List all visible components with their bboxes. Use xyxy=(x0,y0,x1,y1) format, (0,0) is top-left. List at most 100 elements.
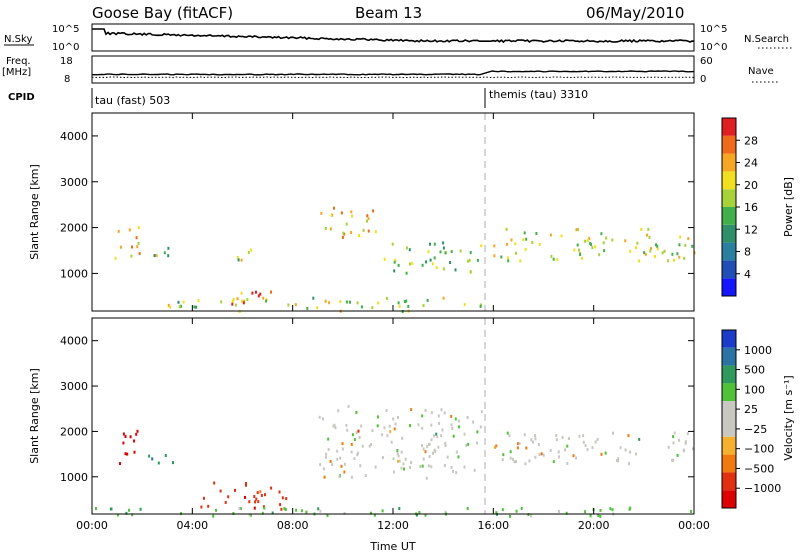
power-cell-38 xyxy=(324,227,327,230)
velocity-cell-242 xyxy=(528,459,531,463)
power-cell-63 xyxy=(406,246,408,250)
velocity-ytick-label-0: 1000 xyxy=(60,471,88,484)
power-cell-142 xyxy=(671,252,674,256)
velocity-cell-71 xyxy=(421,414,424,418)
power-cell-42 xyxy=(350,210,353,214)
velocity-cell-157 xyxy=(346,428,349,432)
power-cell-64 xyxy=(397,263,400,267)
power-cell-26 xyxy=(372,209,375,213)
velocity-y-ticks: 1000 2000 3000 4000 xyxy=(60,335,694,484)
power-cell-19 xyxy=(237,258,240,262)
power-cell-100 xyxy=(586,239,589,243)
velocity-cell-264 xyxy=(424,513,427,517)
velocity-cell-135 xyxy=(450,465,453,469)
power-cell-65 xyxy=(442,241,445,245)
freq-label-1: Freq. xyxy=(6,56,31,67)
power-cell-178 xyxy=(360,305,363,309)
velocity-cell-212 xyxy=(517,442,519,446)
power-cell-11 xyxy=(163,251,166,255)
velocity-cell-127 xyxy=(444,441,447,445)
velocity-cell-108 xyxy=(376,424,379,428)
power-cell-43 xyxy=(411,261,414,265)
velocity-cell-124 xyxy=(472,420,475,424)
power-cell-5 xyxy=(138,252,141,256)
velocity-cell-112 xyxy=(403,467,405,471)
velocity-cell-211 xyxy=(555,438,558,442)
nave-label: Nave xyxy=(748,66,774,77)
velocity-cell-235 xyxy=(538,453,541,457)
velocity-cell-100 xyxy=(361,444,364,448)
velocity-cell-295 xyxy=(128,508,131,512)
velocity-cell-312 xyxy=(305,510,308,514)
nsky-tick-bot: 10^0 xyxy=(52,42,79,53)
velocity-xtick-label-1: 04:00 xyxy=(176,519,208,532)
freq-panel xyxy=(91,55,695,84)
velocity-cell-213 xyxy=(534,434,537,437)
velocity-cell-249 xyxy=(495,444,498,448)
velocity-cell-231 xyxy=(502,453,505,457)
velocity-cell-215 xyxy=(673,431,676,435)
power-cell-50 xyxy=(405,271,408,275)
velocity-cell-50 xyxy=(393,427,396,431)
velocity-cell-60 xyxy=(409,424,412,428)
power-cell-92 xyxy=(624,239,627,243)
velocity-cell-247 xyxy=(572,454,575,458)
velocity-cell-292 xyxy=(501,508,504,512)
power-cell-7 xyxy=(128,228,131,232)
velocity-cell-196 xyxy=(513,460,516,464)
power-cbar-label-1: 8 xyxy=(744,246,751,259)
power-cell-198 xyxy=(193,305,196,309)
velocity-cell-138 xyxy=(421,444,423,448)
velocity-cell-81 xyxy=(398,459,401,463)
power-cell-200 xyxy=(377,301,380,305)
velocity-cell-68 xyxy=(421,426,424,430)
power-cell-204 xyxy=(349,300,351,304)
power-cell-37 xyxy=(320,211,323,215)
station-title: Goose Bay (fitACF) xyxy=(92,4,233,22)
velocity-cell-20 xyxy=(202,496,205,500)
power-cell-24 xyxy=(366,219,368,223)
velocity-cell-271 xyxy=(295,508,298,512)
velocity-cell-149 xyxy=(435,432,438,436)
velocity-cell-265 xyxy=(319,509,322,513)
power-cell-205 xyxy=(240,291,243,295)
velocity-cell-311 xyxy=(300,509,303,513)
velocity-cell-193 xyxy=(676,453,679,457)
velocity-cell-64 xyxy=(331,463,334,467)
velocity-cell-168 xyxy=(325,452,328,456)
velocity-cell-194 xyxy=(686,432,689,436)
velocity-cell-172 xyxy=(374,465,377,469)
velocity-cell-182 xyxy=(364,474,367,477)
power-cell-14 xyxy=(155,254,158,258)
velocity-cell-266 xyxy=(370,511,372,515)
nsky-label: N.Sky xyxy=(4,34,32,45)
velocity-cell-106 xyxy=(397,459,400,463)
velocity-cell-279 xyxy=(558,509,560,513)
velocity-ytick-label-3: 4000 xyxy=(60,335,88,348)
power-cell-93 xyxy=(600,232,603,236)
power-cell-102 xyxy=(691,244,694,248)
power-cell-69 xyxy=(383,257,386,261)
power-cbar-label-2: 12 xyxy=(744,223,758,236)
power-cell-3 xyxy=(135,236,138,240)
velocity-cell-147 xyxy=(357,429,360,433)
nsky-panel xyxy=(91,23,695,52)
power-cell-115 xyxy=(575,228,578,232)
power-cell-79 xyxy=(393,269,396,273)
power-cbar-box-9 xyxy=(722,118,736,136)
power-cell-73 xyxy=(393,260,396,264)
velocity-cell-59 xyxy=(444,444,447,448)
nsky-tick-top: 10^5 xyxy=(52,24,79,35)
power-cell-2 xyxy=(114,256,117,260)
freq-tick-bot: 8 xyxy=(64,74,70,85)
power-cell-67 xyxy=(421,263,424,267)
power-cell-155 xyxy=(405,299,408,303)
power-cell-117 xyxy=(598,253,601,257)
power-cell-82 xyxy=(523,231,526,235)
power-cbar-box-0 xyxy=(722,278,736,296)
power-cell-51 xyxy=(449,261,452,264)
velocity-cell-14 xyxy=(148,454,151,458)
velocity-cell-19 xyxy=(264,493,266,497)
power-cell-173 xyxy=(182,300,185,304)
velocity-cell-274 xyxy=(589,514,592,518)
